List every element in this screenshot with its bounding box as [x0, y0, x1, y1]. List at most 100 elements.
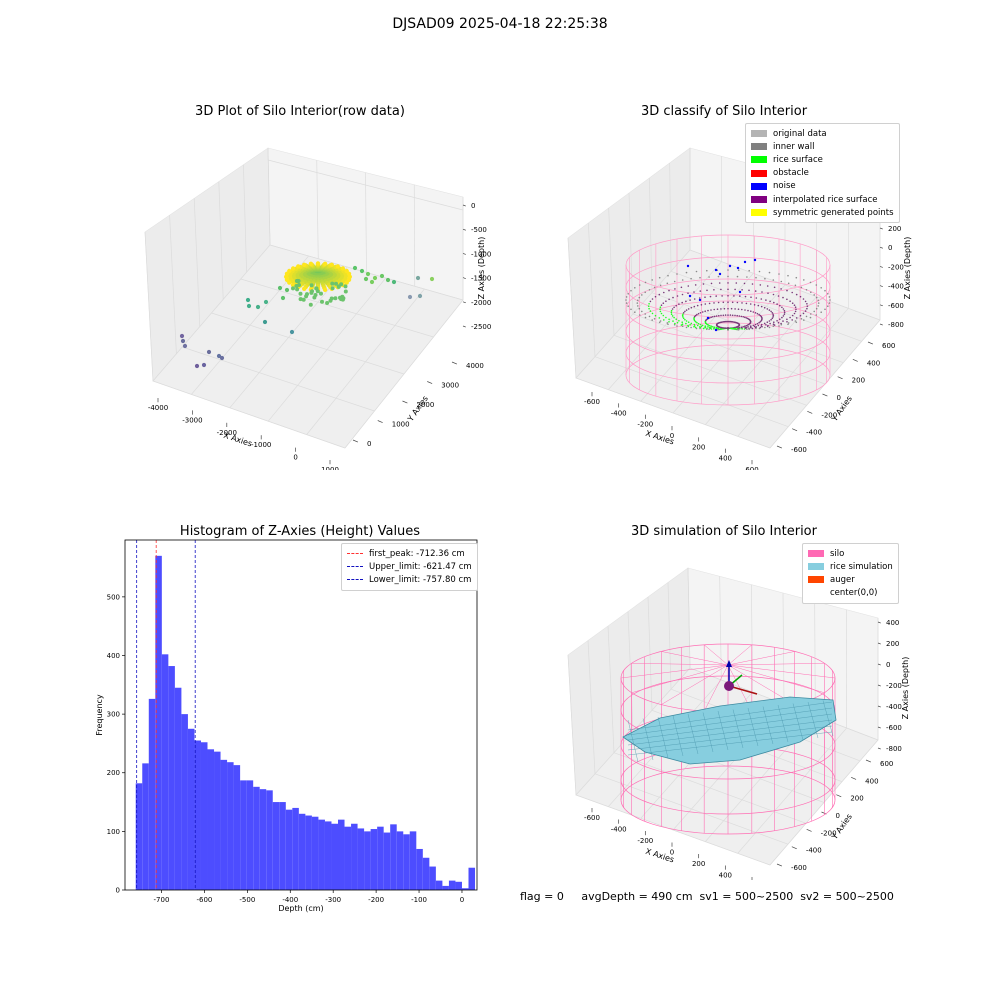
surface-point	[742, 326, 744, 328]
scatter-point	[256, 305, 260, 309]
surface-point	[626, 296, 628, 298]
surface-point	[668, 299, 670, 301]
histogram-bar	[371, 829, 378, 890]
surface-point	[671, 310, 673, 312]
surface-point	[791, 292, 793, 294]
noise-point	[719, 273, 721, 275]
histogram-bar	[390, 824, 397, 890]
surface-point	[746, 276, 748, 278]
surface-point	[319, 292, 323, 296]
surface-point	[668, 319, 670, 321]
tick-mark	[878, 622, 881, 623]
histogram-bar	[253, 787, 260, 890]
surface-point	[784, 313, 786, 315]
surface-point	[660, 285, 662, 287]
surface-point	[773, 279, 775, 281]
surface-point	[668, 321, 670, 323]
histogram-bar	[175, 688, 182, 890]
surface-point	[733, 295, 735, 297]
tick-mark	[353, 440, 358, 442]
x-axis-label: Depth (cm)	[278, 904, 323, 913]
surface-point	[719, 282, 721, 284]
x-tick-label: -600	[196, 896, 212, 904]
legend-swatch	[751, 196, 767, 203]
surface-point	[648, 308, 650, 310]
surface-point	[746, 325, 748, 327]
histogram-bar	[279, 802, 286, 890]
y-tick-label: 200	[107, 769, 120, 777]
noise-point	[715, 269, 717, 271]
scatter-point	[285, 288, 289, 292]
simulation-3d-plot: -600-400-2000200400600-600-400-200020040…	[500, 545, 1000, 880]
surface-point	[651, 279, 653, 281]
panel2-title: 3D classify of Silo Interior	[524, 104, 924, 119]
surface-point	[795, 285, 797, 287]
surface-point	[699, 326, 701, 328]
surface-point	[773, 302, 775, 304]
tick-mark	[878, 643, 881, 644]
surface-point	[693, 291, 695, 293]
surface-point	[663, 315, 665, 317]
legend-swatch	[751, 130, 767, 137]
surface-point	[673, 317, 675, 319]
surface-point	[672, 320, 674, 322]
surface-point	[717, 308, 719, 310]
y-tick-label: 400	[865, 777, 878, 785]
surface-point	[661, 313, 663, 315]
scatter-point	[392, 280, 396, 284]
surface-point	[667, 275, 669, 277]
surface-point	[694, 324, 696, 326]
surface-point	[304, 294, 308, 298]
surface-point	[695, 284, 697, 286]
surface-point	[295, 287, 299, 291]
surface-point	[747, 310, 749, 312]
surface-point	[314, 293, 318, 297]
surface-point	[696, 314, 698, 316]
surface-point	[686, 272, 688, 274]
y-tick-label: -600	[791, 864, 807, 872]
surface-point	[309, 303, 313, 307]
surface-point	[796, 294, 798, 296]
surface-point	[710, 317, 712, 319]
tick-mark	[838, 377, 843, 379]
surface-point	[779, 318, 781, 320]
surface-point	[727, 289, 729, 291]
x-tick-label: -700	[154, 896, 170, 904]
surface-point	[645, 282, 647, 284]
surface-point	[789, 300, 791, 302]
surface-point	[718, 276, 720, 278]
surface-point	[767, 308, 769, 310]
surface-point	[829, 296, 831, 298]
surface-point	[705, 303, 707, 305]
surface-point	[784, 312, 786, 314]
z-tick-label: -800	[888, 321, 904, 329]
surface-point	[688, 308, 690, 310]
surface-point	[687, 325, 689, 327]
surface-point	[700, 312, 702, 314]
surface-point	[639, 284, 641, 286]
histogram-bar	[377, 827, 384, 890]
surface-point	[655, 315, 657, 317]
surface-point	[677, 322, 679, 324]
surface-point	[682, 279, 684, 281]
surface-point	[755, 324, 757, 326]
histogram-bar	[273, 802, 280, 890]
surface-point	[708, 276, 710, 278]
surface-point	[700, 324, 702, 326]
surface-point	[737, 276, 739, 278]
surface-point	[650, 310, 652, 312]
surface-point	[323, 262, 327, 266]
histogram-bar	[410, 831, 417, 890]
y-tick-label: -600	[791, 446, 807, 454]
surface-point	[700, 290, 702, 292]
surface-point	[720, 289, 722, 291]
surface-point	[746, 328, 748, 330]
surface-point	[320, 300, 324, 304]
histogram-bar	[312, 817, 319, 890]
histogram-bar	[436, 881, 443, 890]
surface-point	[741, 316, 743, 318]
x-tick-label: -400	[611, 826, 627, 834]
surface-point	[742, 316, 744, 318]
surface-point	[323, 288, 327, 292]
surface-point	[667, 324, 669, 326]
